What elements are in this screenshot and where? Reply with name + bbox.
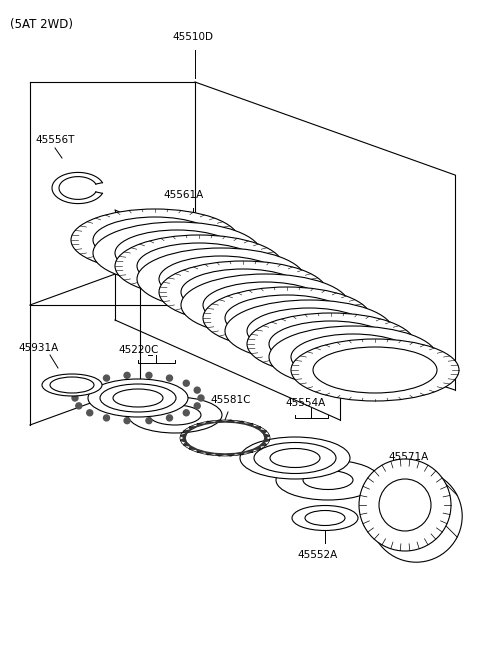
Circle shape [198, 395, 204, 401]
Circle shape [194, 387, 200, 393]
Circle shape [167, 415, 172, 421]
Ellipse shape [199, 428, 251, 448]
Ellipse shape [240, 437, 350, 479]
Polygon shape [235, 421, 245, 424]
Ellipse shape [203, 287, 371, 349]
Ellipse shape [225, 295, 349, 341]
Text: 45571A: 45571A [388, 452, 428, 462]
Ellipse shape [93, 217, 217, 263]
Ellipse shape [254, 443, 336, 474]
Polygon shape [180, 434, 186, 438]
Text: 45552A: 45552A [298, 550, 338, 560]
Ellipse shape [115, 230, 239, 276]
Text: 45554A: 45554A [285, 398, 325, 408]
Polygon shape [245, 424, 253, 426]
Polygon shape [225, 420, 235, 422]
Ellipse shape [100, 384, 176, 412]
Polygon shape [205, 452, 215, 455]
Polygon shape [260, 430, 266, 434]
Circle shape [104, 415, 109, 421]
Polygon shape [215, 420, 225, 422]
Polygon shape [197, 449, 205, 452]
Ellipse shape [113, 389, 163, 407]
Ellipse shape [269, 321, 393, 367]
Ellipse shape [247, 313, 415, 375]
Polygon shape [253, 446, 261, 449]
Circle shape [87, 380, 93, 386]
Polygon shape [225, 453, 235, 456]
Polygon shape [260, 442, 266, 446]
Ellipse shape [159, 261, 327, 323]
Circle shape [146, 373, 152, 379]
Ellipse shape [379, 479, 431, 531]
Ellipse shape [247, 308, 371, 354]
Ellipse shape [305, 510, 345, 525]
Ellipse shape [269, 326, 437, 388]
Circle shape [72, 395, 78, 401]
Ellipse shape [93, 222, 261, 284]
Ellipse shape [42, 374, 102, 396]
Polygon shape [264, 434, 270, 438]
Polygon shape [189, 426, 197, 430]
Ellipse shape [137, 243, 261, 289]
Ellipse shape [88, 379, 188, 417]
Polygon shape [189, 446, 197, 449]
Ellipse shape [71, 209, 239, 271]
Circle shape [183, 410, 189, 416]
Polygon shape [245, 449, 253, 452]
Polygon shape [215, 453, 225, 456]
Ellipse shape [181, 274, 349, 336]
Text: 45220C: 45220C [118, 345, 158, 355]
Text: 45931A: 45931A [18, 343, 58, 353]
Polygon shape [235, 452, 245, 455]
Text: 45556T: 45556T [35, 135, 74, 145]
Polygon shape [253, 426, 261, 430]
Polygon shape [183, 442, 191, 446]
Circle shape [124, 373, 130, 379]
Ellipse shape [137, 248, 305, 310]
Ellipse shape [181, 269, 305, 315]
Circle shape [146, 418, 152, 424]
Circle shape [167, 375, 172, 381]
Circle shape [76, 403, 82, 409]
Circle shape [183, 380, 189, 386]
Ellipse shape [292, 506, 358, 531]
Ellipse shape [50, 377, 94, 393]
Text: 45561A: 45561A [163, 190, 203, 200]
Polygon shape [197, 424, 205, 426]
Polygon shape [264, 438, 270, 442]
Circle shape [76, 387, 82, 393]
Ellipse shape [225, 300, 393, 362]
Text: 45581C: 45581C [210, 395, 251, 405]
Circle shape [194, 403, 200, 409]
Ellipse shape [270, 449, 320, 468]
Ellipse shape [359, 459, 451, 551]
Ellipse shape [291, 334, 415, 380]
Ellipse shape [159, 256, 283, 302]
Ellipse shape [313, 347, 437, 393]
Ellipse shape [203, 282, 327, 328]
Circle shape [104, 375, 109, 381]
Text: 45510D: 45510D [172, 32, 214, 42]
Circle shape [87, 410, 93, 416]
Text: (5AT 2WD): (5AT 2WD) [10, 18, 73, 31]
Polygon shape [183, 430, 191, 434]
Ellipse shape [115, 235, 283, 297]
Polygon shape [180, 438, 186, 442]
Polygon shape [205, 421, 215, 424]
Circle shape [124, 418, 130, 424]
Ellipse shape [291, 339, 459, 401]
